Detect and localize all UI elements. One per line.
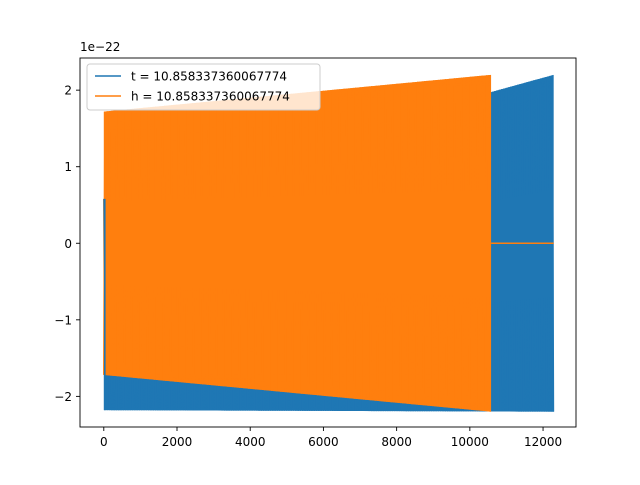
x-tick-label: 12000	[524, 435, 562, 449]
y-tick-label: 1	[64, 160, 72, 174]
y-tick-label: 2	[64, 84, 72, 98]
x-tick-label: 2000	[162, 435, 193, 449]
y-tick-label: 0	[64, 237, 72, 251]
series-2	[103, 74, 554, 412]
y-tick-label: −1	[54, 313, 72, 327]
legend-label: h = 10.858337360067774	[131, 90, 290, 104]
legend-label: t = 10.858337360067774	[131, 70, 287, 84]
x-tick-label: 0	[100, 435, 108, 449]
x-tick-label: 6000	[308, 435, 339, 449]
x-tick-label: 8000	[381, 435, 412, 449]
x-tick-label: 4000	[235, 435, 266, 449]
y-tick-label: −2	[54, 390, 72, 404]
plot-frame	[79, 57, 577, 428]
series-2-line	[103, 75, 491, 412]
legend-box	[86, 63, 321, 111]
x-tick-label: 10000	[451, 435, 489, 449]
y-offset-label: 1e−22	[80, 40, 120, 54]
